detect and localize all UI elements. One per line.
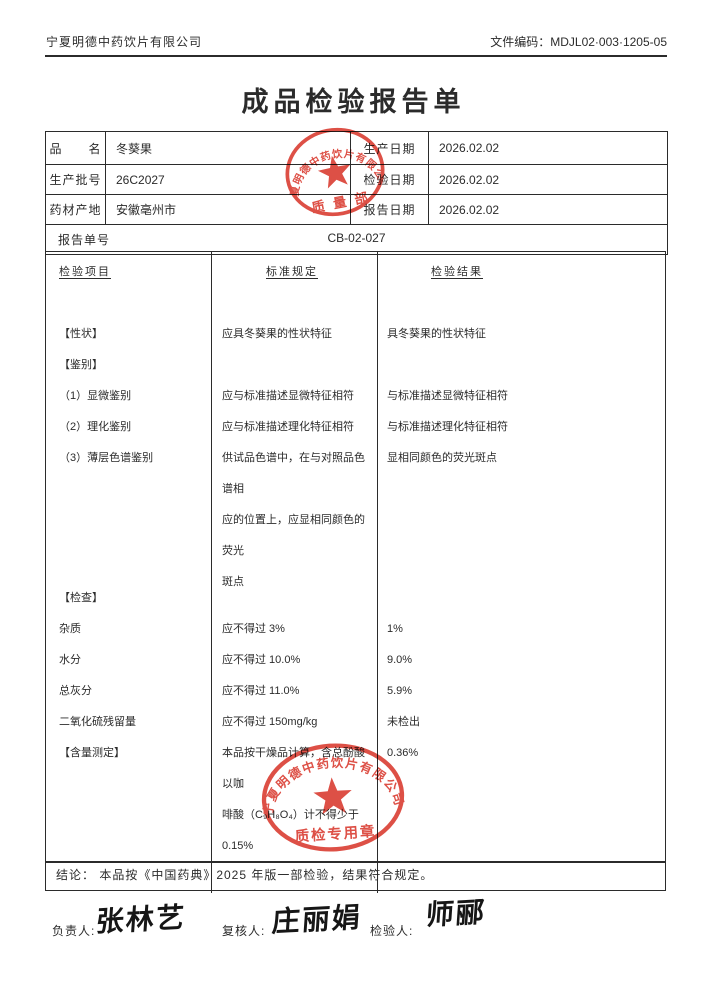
info-row: 药材产地 安徽亳州市 报告日期 2026.02.02: [45, 194, 668, 225]
row-item: （2）理化鉴别: [46, 412, 212, 443]
page-header-doc-code: 文件编码：MDJL02·003·1205-05: [490, 35, 667, 49]
stamp-star: [313, 777, 352, 815]
row-item: 【鉴别】: [46, 350, 212, 381]
row-item: （1）显微鉴别: [46, 381, 212, 412]
row-standard: [212, 583, 378, 614]
row-item: 【含量测定】: [46, 738, 212, 862]
row-standard: 应与标准描述显微特征相符: [212, 381, 378, 412]
info-label: 药材产地: [45, 194, 106, 225]
info-label2: 报告日期: [350, 194, 429, 225]
row-result: 与标准描述显微特征相符: [387, 390, 508, 402]
conclusion-row: 结论： 本品按《中国药典》2025 年版一部检验，结果符合规定。: [45, 861, 666, 891]
row-standard: 应不得过 150mg/kg: [212, 707, 378, 738]
row-item: 水分: [46, 645, 212, 676]
filler-cell: [212, 862, 378, 893]
row-result: 具冬葵果的性状特征: [387, 328, 486, 340]
row-result: 显相同颜色的荧光斑点: [387, 452, 497, 464]
inspector-label: 检验人:: [370, 924, 414, 938]
row-standard: 应与标准描述理化特征相符: [212, 412, 378, 443]
row-result: 1%: [387, 623, 403, 635]
stamp-bottom-text: 质检专用章: [294, 822, 377, 846]
stamp-star: [317, 155, 351, 189]
row-item: （3）薄层色谱鉴别: [46, 443, 212, 583]
column-header-result: 检验结果: [431, 266, 483, 278]
inspection-table: 检验项目 标准规定 检验结果 【性状】 应具冬葵果的性状特征 具冬葵果的性状特征【鉴…: [45, 251, 666, 893]
inspector-signature: 师郦: [424, 896, 487, 931]
stamp-ring-text: 宁夏明德中药饮片有限公司: [253, 100, 388, 203]
row-standard: 供试品色谱中，在与对照品色谱相 应的位置上，应显相同颜色的荧光 斑点: [212, 443, 378, 588]
stamp-bottom-text: 质 量 部: [310, 188, 371, 215]
row-result: 5.9%: [387, 685, 413, 697]
column-header-standard: 标准规定: [212, 252, 378, 302]
row-item: 总灰分: [46, 676, 212, 707]
reviewer-signature: 庄丽娟: [270, 901, 363, 938]
header-rule: [45, 55, 667, 57]
row-standard: 应不得过 10.0%: [212, 645, 378, 676]
row-standard: [212, 350, 378, 381]
info-label: 生产批号: [45, 164, 106, 195]
row-result: [378, 350, 665, 381]
row-result: [378, 583, 665, 614]
report-no-value: CB-02-027: [327, 231, 386, 245]
row-result: 9.0%: [387, 654, 413, 666]
info-label: 品 名: [45, 131, 106, 165]
info-value: 26C2027: [105, 164, 351, 195]
row-item: 杂质: [46, 614, 212, 645]
info-value2: 2026.02.02: [428, 164, 668, 195]
row-standard: 应具冬葵果的性状特征: [212, 302, 378, 350]
qc-seal-stamp: 宁夏明德中药饮片有限公司 质检专用章: [252, 734, 414, 861]
report-no-row: 报告单号 CB-02-027: [45, 224, 668, 255]
row-result: 0.36%: [387, 747, 419, 759]
responsible-label: 负责人:: [52, 924, 96, 938]
row-result: 未检出: [387, 716, 420, 728]
page-title: 成品检验报告单: [241, 87, 466, 117]
info-value2: 2026.02.02: [428, 194, 668, 225]
responsible-signature: 张林艺: [94, 901, 187, 938]
row-result: 与标准描述理化特征相符: [387, 421, 508, 433]
filler-cell: [46, 862, 212, 893]
column-header-item: 检验项目: [46, 252, 212, 302]
svg-text:宁夏明德中药饮片有限公司: 宁夏明德中药饮片有限公司: [260, 105, 388, 203]
row-item: 二氧化硫残留量: [46, 707, 212, 738]
row-standard: 应不得过 3%: [212, 614, 378, 645]
report-no-label: 报告单号: [58, 233, 111, 247]
info-row: 生产批号 26C2027 检验日期 2026.02.02: [45, 164, 668, 195]
info-value2: 2026.02.02: [428, 131, 668, 165]
row-item: 【性状】: [46, 302, 212, 350]
reviewer-label: 复核人:: [222, 924, 266, 938]
info-label2: 检验日期: [350, 164, 429, 195]
row-item: 【检查】: [46, 583, 212, 614]
page-header-company: 宁夏明德中药饮片有限公司: [46, 35, 203, 49]
row-standard: 应不得过 11.0%: [212, 676, 378, 707]
